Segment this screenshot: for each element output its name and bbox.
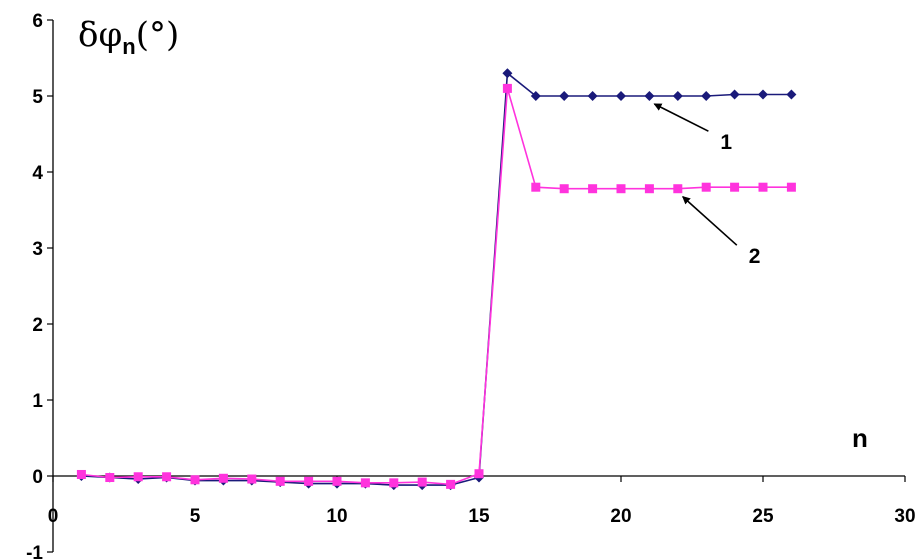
data-point	[162, 472, 172, 482]
annotation-1: 1	[653, 103, 732, 154]
data-point	[672, 91, 683, 101]
data-point	[701, 182, 711, 192]
data-point	[360, 478, 370, 488]
data-point	[530, 91, 541, 101]
data-point	[644, 184, 654, 194]
data-point	[531, 182, 541, 192]
x-tick-label: 5	[190, 506, 201, 527]
series-2	[76, 83, 796, 489]
annotation-arrow	[653, 103, 709, 132]
x-tick-label: 0	[48, 506, 59, 527]
series-line-1	[81, 71, 792, 486]
y-tick-label: 6	[32, 11, 43, 32]
data-point	[275, 476, 285, 486]
data-point	[758, 182, 768, 192]
data-point	[446, 479, 456, 489]
x-tick-label: 30	[894, 506, 915, 527]
data-point	[133, 472, 143, 482]
annotation-label: 1	[720, 131, 732, 154]
data-point	[417, 477, 427, 487]
data-point	[786, 182, 796, 192]
data-point	[190, 475, 200, 485]
data-point	[76, 469, 86, 479]
y-tick-label: 5	[32, 87, 43, 108]
data-point	[644, 91, 655, 101]
y-tick-label: -1	[26, 543, 43, 560]
data-point	[701, 91, 712, 101]
data-point	[559, 91, 570, 101]
data-point	[559, 184, 569, 194]
y-tick-label: 3	[32, 239, 43, 260]
series-1	[76, 68, 797, 491]
data-point	[616, 184, 626, 194]
data-point	[729, 89, 740, 100]
y-tick-label: 4	[32, 163, 43, 184]
data-point	[502, 68, 513, 79]
x-tick-label: 15	[468, 506, 490, 527]
data-point	[247, 474, 257, 484]
data-point	[616, 91, 626, 101]
annotation-2: 2	[682, 196, 761, 268]
data-point	[474, 469, 484, 479]
data-point	[587, 91, 598, 101]
data-point	[786, 89, 797, 100]
data-point	[304, 476, 314, 486]
x-tick-labels: 0 5 10 15 20 25 30	[48, 506, 916, 527]
data-point	[673, 184, 683, 194]
data-point	[105, 473, 115, 483]
annotation-arrow	[682, 196, 738, 246]
x-tick-label: 20	[610, 506, 631, 527]
data-point	[758, 89, 768, 100]
y-tick-labels: -1 0 1 2 3 4 5 6	[26, 11, 43, 560]
series-line-2	[81, 88, 792, 486]
y-tick-label: 0	[32, 467, 43, 488]
y-tick-label: 1	[32, 391, 43, 412]
annotations: 12	[653, 103, 761, 268]
annotation-label: 2	[749, 245, 761, 268]
x-tick-label: 10	[326, 506, 347, 527]
data-point	[389, 478, 399, 488]
data-point	[332, 476, 342, 486]
data-point	[588, 184, 598, 194]
y-tick-label: 2	[32, 315, 43, 336]
data-point	[502, 83, 512, 93]
data-point	[218, 473, 228, 483]
x-axis-label: n	[852, 423, 868, 453]
x-tick-label: 25	[752, 506, 774, 527]
data-point	[730, 182, 740, 192]
y-axis-label: δφn(°)	[78, 15, 179, 59]
series-layer	[76, 68, 797, 491]
